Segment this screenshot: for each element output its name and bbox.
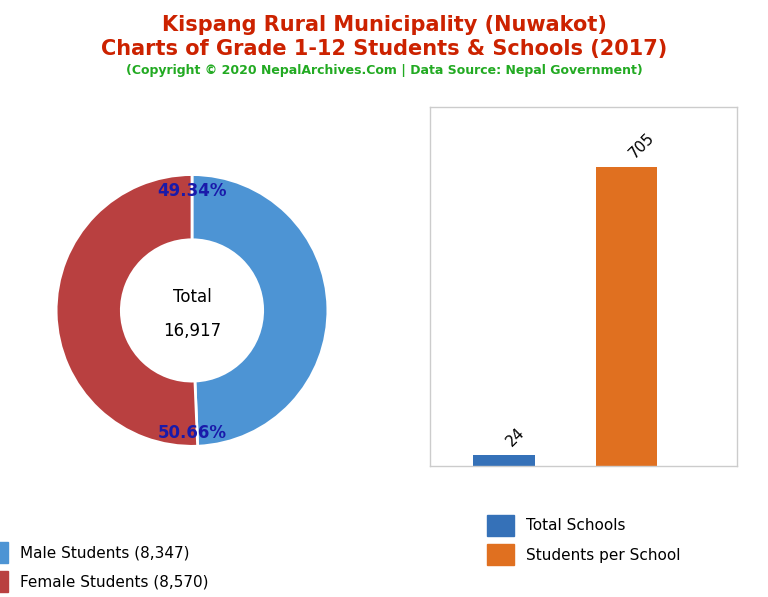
Text: Charts of Grade 1-12 Students & Schools (2017): Charts of Grade 1-12 Students & Schools …: [101, 39, 667, 59]
Bar: [596, 167, 657, 466]
Wedge shape: [192, 174, 328, 446]
Bar: [473, 456, 535, 466]
Legend: Total Schools, Students per School: Total Schools, Students per School: [487, 515, 680, 565]
Text: 705: 705: [627, 130, 657, 161]
Text: (Copyright © 2020 NepalArchives.Com | Data Source: Nepal Government): (Copyright © 2020 NepalArchives.Com | Da…: [126, 64, 642, 77]
Text: 24: 24: [504, 425, 528, 450]
Text: 49.34%: 49.34%: [157, 182, 227, 200]
Legend: Male Students (8,347), Female Students (8,570): Male Students (8,347), Female Students (…: [0, 541, 209, 592]
Text: 50.66%: 50.66%: [157, 424, 227, 442]
Text: Kispang Rural Municipality (Nuwakot): Kispang Rural Municipality (Nuwakot): [161, 15, 607, 35]
Wedge shape: [56, 174, 197, 447]
Text: Total: Total: [173, 288, 211, 306]
Text: 16,917: 16,917: [163, 322, 221, 340]
